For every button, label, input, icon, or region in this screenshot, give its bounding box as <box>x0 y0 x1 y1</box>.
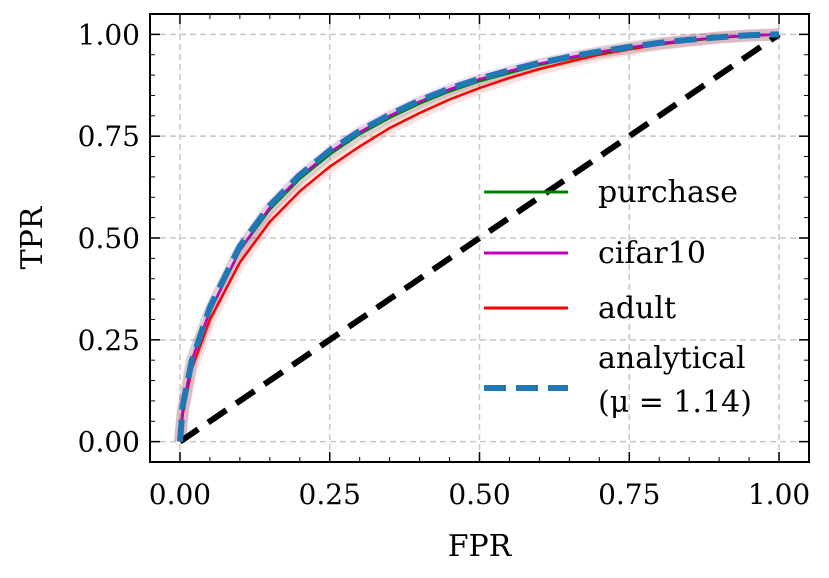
legend-label-adult: adult <box>598 291 676 326</box>
y-tick-label: 1.00 <box>78 18 140 51</box>
x-tick-label: 1.00 <box>748 478 810 511</box>
y-tick-label: 0.25 <box>78 324 140 357</box>
y-tick-label: 0.50 <box>78 222 140 255</box>
legend: purchase cifar10 adult analytical (μ = 1.14) <box>484 175 752 420</box>
x-tick-label: 0.00 <box>149 478 211 511</box>
x-tick-label: 0.50 <box>448 478 510 511</box>
legend-label-purchase: purchase <box>598 175 738 210</box>
y-tick-label: 0.00 <box>78 426 140 459</box>
y-tick-label: 0.75 <box>78 120 140 153</box>
y-axis-label: TPR <box>15 205 50 269</box>
diagonal-line <box>178 31 781 445</box>
legend-label-analytical: analytical <box>598 341 746 376</box>
series-lines <box>177 31 781 445</box>
x-axis-label: FPR <box>448 529 513 564</box>
legend-label-cifar10: cifar10 <box>598 236 706 271</box>
axis-ticks <box>150 14 809 462</box>
legend-label-analytical-param: (μ = 1.14) <box>598 385 752 420</box>
x-tick-label: 0.25 <box>299 478 361 511</box>
x-tick-label: 0.75 <box>598 478 660 511</box>
tick-labels: 0.00 0.25 0.50 0.75 1.00 0.00 0.25 0.50 0.75 1.00 <box>78 18 811 511</box>
